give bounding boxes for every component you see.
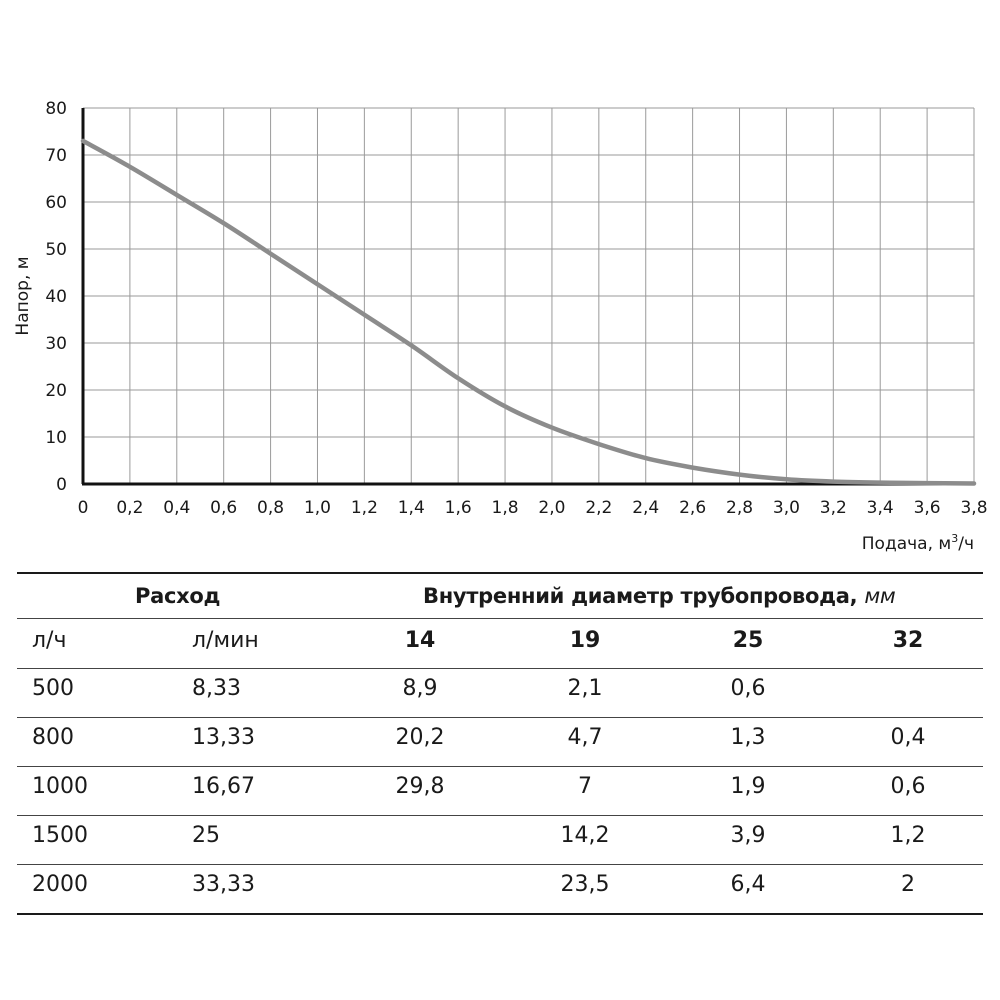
table-cell: 6,4 <box>730 872 766 897</box>
x-tick-label: 1,2 <box>351 498 378 518</box>
y-tick-label: 20 <box>45 381 67 401</box>
table-cell: 8,33 <box>192 676 241 701</box>
row-divider <box>17 864 983 865</box>
table-cell: 1,2 <box>890 823 926 848</box>
row-divider <box>17 766 983 767</box>
table-top-rule <box>17 572 983 574</box>
x-tick-label: 0,8 <box>257 498 284 518</box>
y-tick-label: 60 <box>45 193 67 213</box>
table-cell: 1500 <box>32 823 88 848</box>
chart-series <box>80 138 977 486</box>
x-tick-label: 1,4 <box>398 498 425 518</box>
table-cell: 20,2 <box>395 725 445 750</box>
table-cell: 23,5 <box>560 872 610 897</box>
column-header: 19 <box>569 628 601 653</box>
y-tick-label: 10 <box>45 428 67 448</box>
table-cell: 1000 <box>32 774 88 799</box>
table-cell: 2,1 <box>567 676 603 701</box>
x-axis-title: Подача, м3/ч <box>862 532 974 554</box>
x-tick-label: 3,8 <box>960 498 987 518</box>
x-tick-label: 1,8 <box>492 498 519 518</box>
flow-group-header: Расход <box>135 584 221 608</box>
y-tick-label: 50 <box>45 240 67 260</box>
column-header: 25 <box>732 628 764 653</box>
head-flow-chart: 0 0,2 0,4 0,6 0,8 1,0 1,2 1,4 1,6 1,8 2,0 2,2 2,4 2,6… <box>13 99 988 554</box>
table-cell: 33,33 <box>192 872 255 897</box>
column-header: л/ч <box>32 628 67 653</box>
x-tick-labels: 0 0,2 0,4 0,6 0,8 1,0 1,2 1,4 1,6 1,8 2,0 2,2 2,4 2,6… <box>78 498 988 518</box>
x-tick-label: 3,4 <box>867 498 894 518</box>
column-header: л/мин <box>192 628 259 653</box>
row-divider <box>17 668 983 669</box>
x-tick-label: 3,2 <box>820 498 847 518</box>
table-cell: 0,6 <box>730 676 766 701</box>
table-cell: 2 <box>901 872 915 897</box>
chart-grid <box>83 107 975 484</box>
table-cell: 2000 <box>32 872 88 897</box>
y-tick-label: 40 <box>45 287 67 307</box>
x-tick-label: 2,2 <box>585 498 612 518</box>
column-header: 14 <box>404 628 436 653</box>
column-header: 32 <box>892 628 924 653</box>
table-cell: 13,33 <box>192 725 255 750</box>
table-header-rule <box>17 618 983 619</box>
x-tick-label: 1,6 <box>445 498 472 518</box>
table-cell: 14,2 <box>560 823 610 848</box>
table-cell: 7 <box>578 774 592 799</box>
row-divider <box>17 717 983 718</box>
table-cell: 16,67 <box>192 774 255 799</box>
y-tick-label: 0 <box>56 475 67 495</box>
chart-axes <box>81 108 974 486</box>
x-tick-label: 3,0 <box>773 498 800 518</box>
table-cell: 4,7 <box>567 725 603 750</box>
x-tick-label: 0,6 <box>210 498 237 518</box>
table-cell: 0,4 <box>890 725 926 750</box>
table-cell: 0,6 <box>890 774 926 799</box>
x-tick-label: 0,2 <box>116 498 143 518</box>
table-cell: 25 <box>192 823 220 848</box>
x-tick-label: 2,6 <box>679 498 706 518</box>
x-tick-label: 2,4 <box>632 498 659 518</box>
series-line-head-curve <box>80 138 977 486</box>
x-tick-label: 0 <box>78 498 89 518</box>
table-cell: 1,3 <box>730 725 766 750</box>
table-cell: 500 <box>32 676 74 701</box>
x-tick-label: 2,0 <box>538 498 565 518</box>
y-tick-label: 70 <box>45 146 67 166</box>
table-cell: 1,9 <box>730 774 766 799</box>
table-bottom-rule <box>17 913 983 915</box>
table-cell: 3,9 <box>730 823 766 848</box>
x-tick-label: 3,6 <box>914 498 941 518</box>
table-cell: 29,8 <box>395 774 445 799</box>
x-tick-label: 1,0 <box>304 498 331 518</box>
x-tick-label: 2,8 <box>726 498 753 518</box>
table-cell: 800 <box>32 725 74 750</box>
y-axis-title: Напор, м <box>13 256 33 335</box>
x-tick-label: 0,4 <box>163 498 190 518</box>
table-cell: 8,9 <box>402 676 438 701</box>
y-tick-label: 30 <box>45 334 67 354</box>
y-tick-label: 80 <box>45 99 67 119</box>
diameter-group-header: Внутренний диаметр трубопровода, мм <box>423 584 896 608</box>
y-tick-labels: 0 10 20 30 40 50 60 70 80 <box>45 99 67 495</box>
row-divider <box>17 815 983 816</box>
